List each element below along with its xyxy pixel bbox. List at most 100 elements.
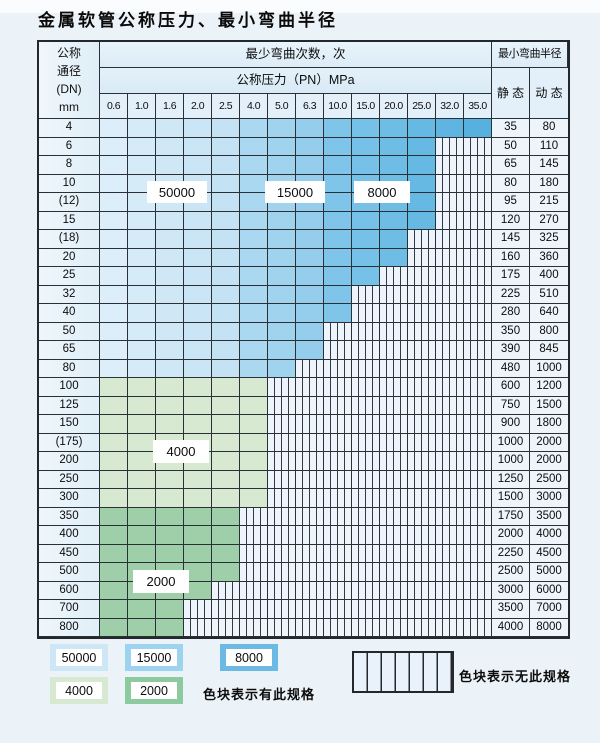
table-row: 450 2250 4500 [39,544,568,563]
spec-available-cell [156,137,184,156]
spec-available-cell [240,248,268,267]
spec-unavailable-cell [464,470,492,489]
spec-unavailable-cell [240,563,268,582]
spec-available-cell [184,544,212,563]
spec-unavailable-cell [464,507,492,526]
spec-unavailable-cell [436,489,464,508]
spec-unavailable-cell [268,563,296,582]
table-row: 400 2000 4000 [39,526,568,545]
spec-available-cell [408,174,436,193]
spec-unavailable-cell [324,396,352,415]
spec-unavailable-cell [352,581,380,600]
spec-unavailable-cell [464,489,492,508]
spec-unavailable-cell [464,452,492,471]
table-row: 100 600 1200 [39,378,568,397]
spec-available-cell [156,415,184,434]
static-radius-cell: 65 [492,156,530,175]
spec-available-cell [212,230,240,249]
spec-available-cell [296,137,324,156]
table-row: 25 175 400 [39,267,568,286]
static-radius-cell: 4000 [492,618,530,637]
static-radius-cell: 390 [492,341,530,360]
spec-unavailable-cell [324,581,352,600]
dynamic-radius-cell: 800 [530,322,568,341]
spec-unavailable-cell [352,600,380,619]
spec-unavailable-cell [464,581,492,600]
spec-unavailable-cell [464,563,492,582]
spec-available-cell [268,341,296,360]
spec-available-cell [156,507,184,526]
pressure-header: 公称压力（PN）MPa [100,68,492,94]
spec-available-cell [128,322,156,341]
spec-available-cell [184,581,212,600]
spec-unavailable-cell [408,415,436,434]
spec-unavailable-cell [268,415,296,434]
spec-unavailable-cell [464,174,492,193]
dynamic-radius-cell: 180 [530,174,568,193]
table-row: 6 50 110 [39,137,568,156]
spec-available-cell [100,581,128,600]
table-row: 150 900 1800 [39,415,568,434]
table-row: 350 1750 3500 [39,507,568,526]
spec-unavailable-cell [464,526,492,545]
spec-available-cell [240,341,268,360]
zone-label-2000: 2000 [133,570,189,593]
spec-available-cell [296,341,324,360]
spec-available-cell [128,415,156,434]
spec-available-cell [324,248,352,267]
static-radius-cell: 225 [492,285,530,304]
dn-header-line: (DN) [56,82,82,96]
spec-available-cell [212,526,240,545]
static-radius-cell: 2250 [492,544,530,563]
spec-available-cell [184,526,212,545]
dn-cell: 10 [39,174,100,193]
dynamic-radius-cell: 2500 [530,470,568,489]
spec-available-cell [100,618,128,637]
spec-unavailable-cell [408,544,436,563]
table-row: 200 1000 2000 [39,452,568,471]
table-row: (18) 145 325 [39,230,568,249]
spec-unavailable-cell [436,174,464,193]
spec-available-cell [212,433,240,452]
spec-unavailable-cell [324,563,352,582]
dynamic-radius-cell: 215 [530,193,568,212]
spec-unavailable-cell [408,489,436,508]
spec-available-cell [212,156,240,175]
static-radius-cell: 1000 [492,452,530,471]
cycles-header-group: 最少弯曲次数，次 公称压力（PN）MPa 0.6 1.0 1.6 2.0 2.5 4.0 5… [100,42,492,119]
spec-unavailable-cell [408,526,436,545]
static-radius-cell: 600 [492,378,530,397]
spec-unavailable-cell [184,600,212,619]
static-radius-cell: 1750 [492,507,530,526]
legend-swatch-label: 4000 [56,682,102,699]
spec-available-cell [352,211,380,230]
spec-unavailable-cell [380,563,408,582]
spec-available-cell [240,489,268,508]
spec-available-cell [184,304,212,323]
spec-unavailable-cell [380,433,408,452]
spec-available-cell [156,618,184,637]
spec-available-cell [240,119,268,138]
spec-unavailable-cell [464,137,492,156]
spec-available-cell [128,544,156,563]
spec-available-cell [352,248,380,267]
spec-available-cell [380,119,408,138]
dn-cell: 200 [39,452,100,471]
spec-available-cell [128,211,156,230]
table-row: 125 750 1500 [39,396,568,415]
spec-available-cell [268,248,296,267]
spec-unavailable-cell [436,507,464,526]
spec-unavailable-cell [408,248,436,267]
spec-available-cell [100,285,128,304]
radius-header-group: 最小弯曲半径 静 态 动 态 [492,42,568,119]
spec-unavailable-cell [324,544,352,563]
legend-swatch-50000: 50000 [50,644,108,671]
spec-available-cell [380,156,408,175]
spec-unavailable-cell [240,526,268,545]
spec-unavailable-cell [436,526,464,545]
spec-unavailable-cell [296,433,324,452]
spec-unavailable-cell [380,507,408,526]
spec-available-cell [352,230,380,249]
spec-available-cell [268,359,296,378]
spec-unavailable-cell [324,507,352,526]
